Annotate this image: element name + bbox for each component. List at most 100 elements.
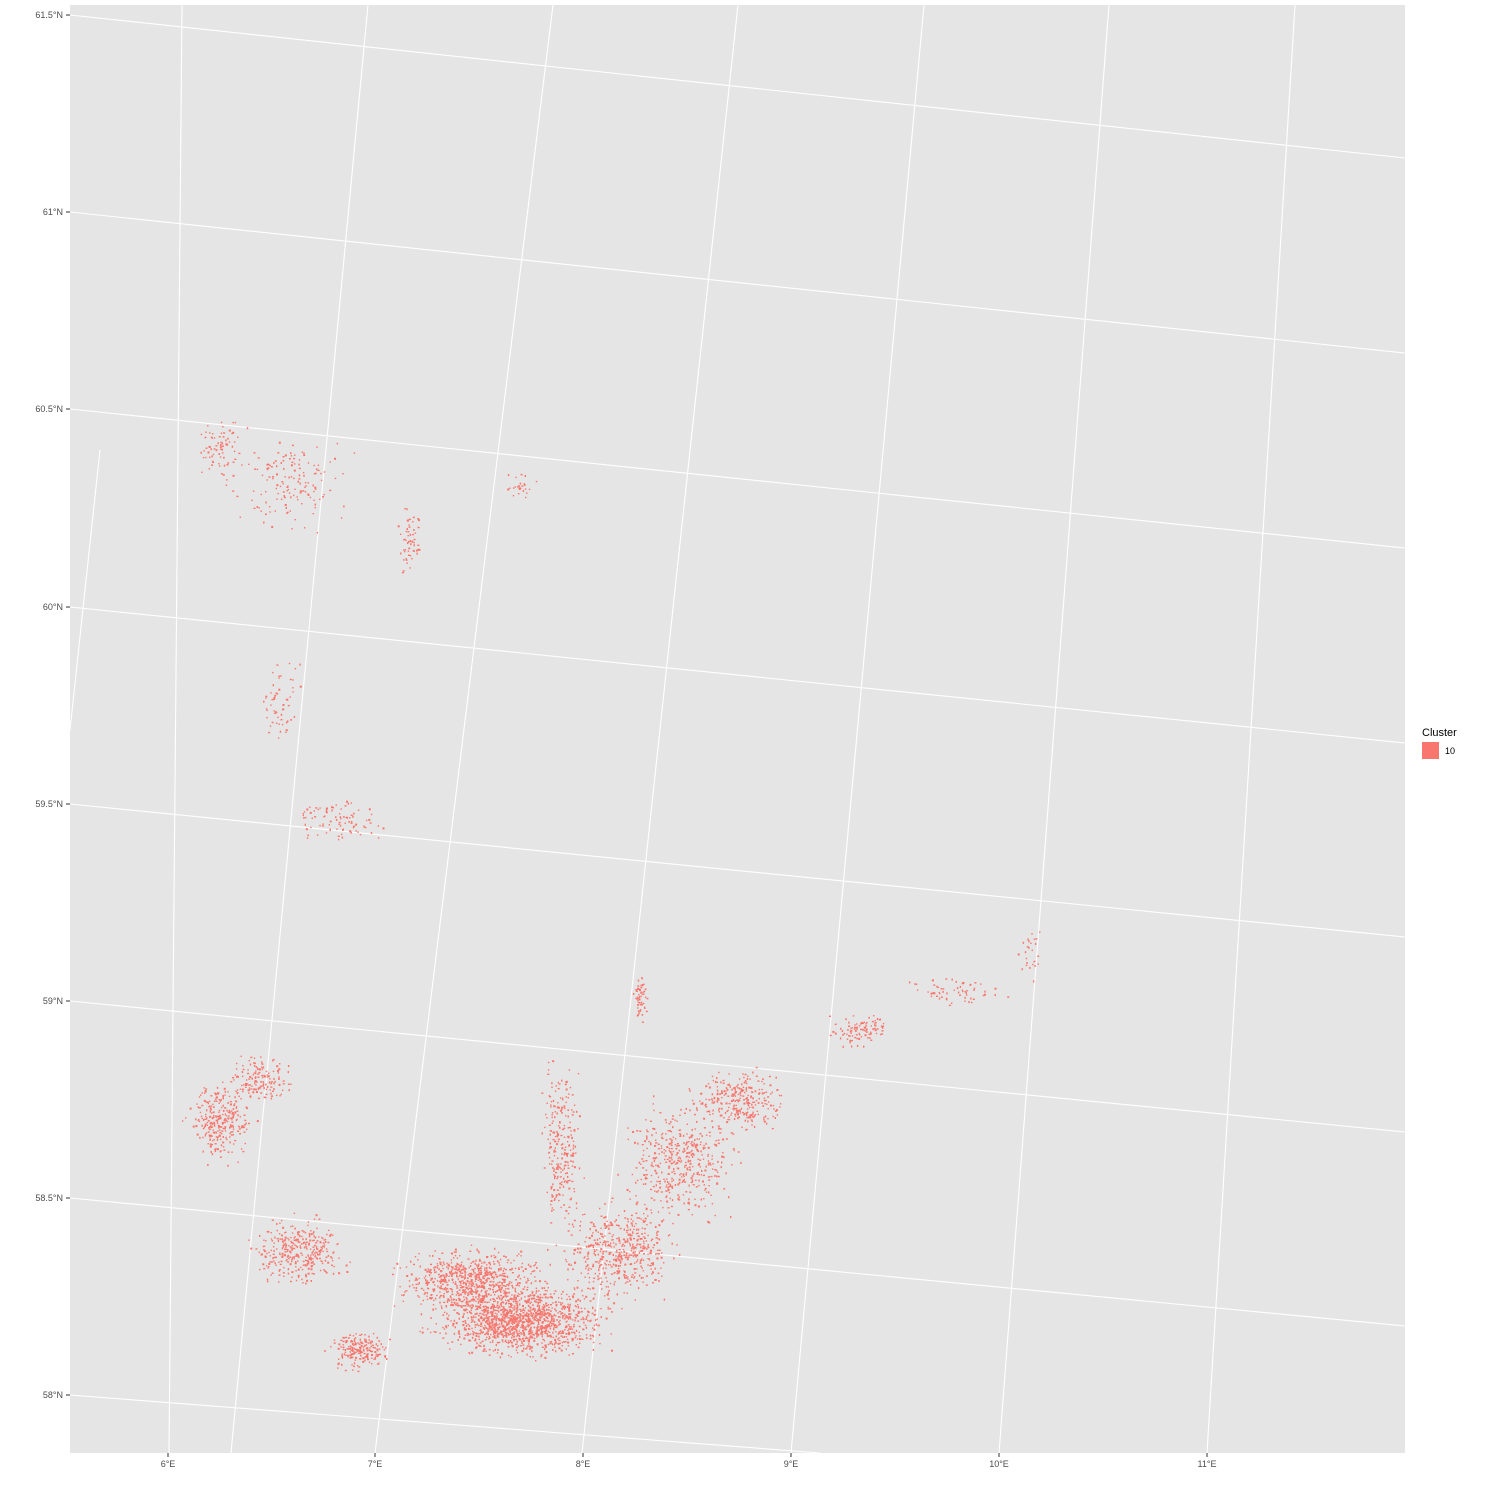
- cluster-point: [478, 1286, 481, 1288]
- cluster-point: [650, 1188, 652, 1191]
- cluster-point: [287, 1261, 290, 1263]
- cluster-point: [272, 1070, 275, 1073]
- cluster-point: [278, 1083, 281, 1086]
- cluster-point: [602, 1252, 604, 1255]
- cluster-point: [665, 1196, 667, 1199]
- cluster-point: [535, 1330, 538, 1333]
- cluster-point: [560, 1144, 563, 1146]
- cluster-point: [610, 1333, 612, 1335]
- cluster-point: [479, 1280, 482, 1283]
- cluster-point: [295, 1270, 297, 1272]
- cluster-point: [213, 1115, 215, 1117]
- cluster-point: [282, 491, 285, 493]
- cluster-point: [537, 1295, 539, 1297]
- cluster-point: [257, 1068, 259, 1071]
- cluster-point: [354, 1359, 356, 1361]
- cluster-point: [851, 1027, 854, 1029]
- cluster-point: [629, 1279, 631, 1282]
- cluster-point: [495, 1276, 498, 1278]
- cluster-point: [455, 1268, 458, 1271]
- cluster-point: [965, 992, 967, 995]
- cluster-point: [478, 1293, 481, 1295]
- cluster-point: [269, 1255, 271, 1257]
- cluster-point: [576, 1315, 579, 1317]
- cluster-point: [399, 1267, 401, 1269]
- cluster-point: [345, 1336, 348, 1339]
- cluster-point: [698, 1184, 700, 1187]
- cluster-point: [472, 1299, 475, 1302]
- cluster-point: [569, 1315, 571, 1318]
- cluster-point: [665, 1190, 668, 1192]
- cluster-point: [572, 1140, 575, 1143]
- cluster-point: [528, 1320, 531, 1322]
- cluster-point: [851, 1035, 854, 1037]
- cluster-point: [468, 1275, 471, 1277]
- cluster-point: [212, 1106, 215, 1108]
- cluster-point: [370, 1343, 372, 1345]
- cluster-point: [282, 1246, 285, 1248]
- cluster-point: [535, 1317, 538, 1319]
- cluster-point: [666, 1178, 668, 1180]
- cluster-point: [371, 1350, 374, 1353]
- cluster-point: [854, 1028, 856, 1031]
- cluster-point: [643, 1174, 646, 1176]
- cluster-point: [640, 986, 643, 989]
- cluster-point: [533, 1339, 536, 1342]
- cluster-point: [655, 1142, 658, 1144]
- cluster-point: [359, 1350, 362, 1353]
- cluster-point: [469, 1292, 472, 1295]
- cluster-point: [497, 1310, 499, 1312]
- cluster-point: [255, 1088, 258, 1091]
- cluster-point: [536, 1331, 538, 1334]
- cluster-point: [641, 993, 643, 995]
- cluster-point: [554, 1197, 556, 1200]
- cluster-point: [708, 1163, 710, 1165]
- cluster-point: [513, 1296, 516, 1299]
- cluster-point: [467, 1258, 470, 1260]
- cluster-point: [248, 1092, 250, 1094]
- cluster-point: [644, 1007, 646, 1009]
- cluster-point: [506, 1309, 509, 1312]
- cluster-point: [598, 1333, 601, 1336]
- cluster-point: [483, 1328, 485, 1330]
- cluster-point: [658, 1153, 660, 1155]
- cluster-point: [655, 1191, 658, 1193]
- cluster-point: [757, 1113, 759, 1116]
- cluster-point: [664, 1180, 666, 1183]
- cluster-point: [470, 1321, 473, 1323]
- cluster-point: [563, 1318, 566, 1320]
- cluster-point: [507, 1288, 510, 1290]
- cluster-point: [262, 1263, 265, 1266]
- cluster-point: [659, 1186, 662, 1189]
- cluster-point: [572, 1111, 575, 1113]
- cluster-point: [737, 1087, 739, 1089]
- cluster-point: [498, 1332, 501, 1334]
- cluster-point: [762, 1078, 764, 1080]
- cluster-point: [625, 1252, 628, 1255]
- cluster-point: [874, 1024, 877, 1027]
- cluster-point: [679, 1129, 681, 1131]
- cluster-point: [635, 1203, 638, 1205]
- cluster-point: [775, 1109, 778, 1112]
- cluster-point: [677, 1213, 680, 1216]
- cluster-point: [510, 1314, 512, 1317]
- cluster-point: [691, 1179, 694, 1181]
- cluster-point: [300, 1266, 302, 1269]
- cluster-point: [531, 1336, 534, 1339]
- cluster-point: [643, 1240, 645, 1242]
- cluster-point: [600, 1316, 602, 1319]
- cluster-point: [683, 1142, 685, 1145]
- cluster-point: [772, 1115, 774, 1118]
- cluster-point: [232, 431, 235, 434]
- cluster-point: [554, 1341, 557, 1344]
- cluster-point: [581, 1338, 584, 1340]
- cluster-point: [567, 1161, 569, 1164]
- cluster-point: [576, 1247, 579, 1250]
- cluster-point: [575, 1202, 578, 1205]
- cluster-point: [464, 1267, 466, 1270]
- cluster-point: [349, 1261, 351, 1263]
- cluster-point: [265, 1265, 268, 1267]
- cluster-point: [344, 1369, 347, 1372]
- cluster-point: [288, 1245, 290, 1247]
- cluster-point: [239, 1133, 242, 1135]
